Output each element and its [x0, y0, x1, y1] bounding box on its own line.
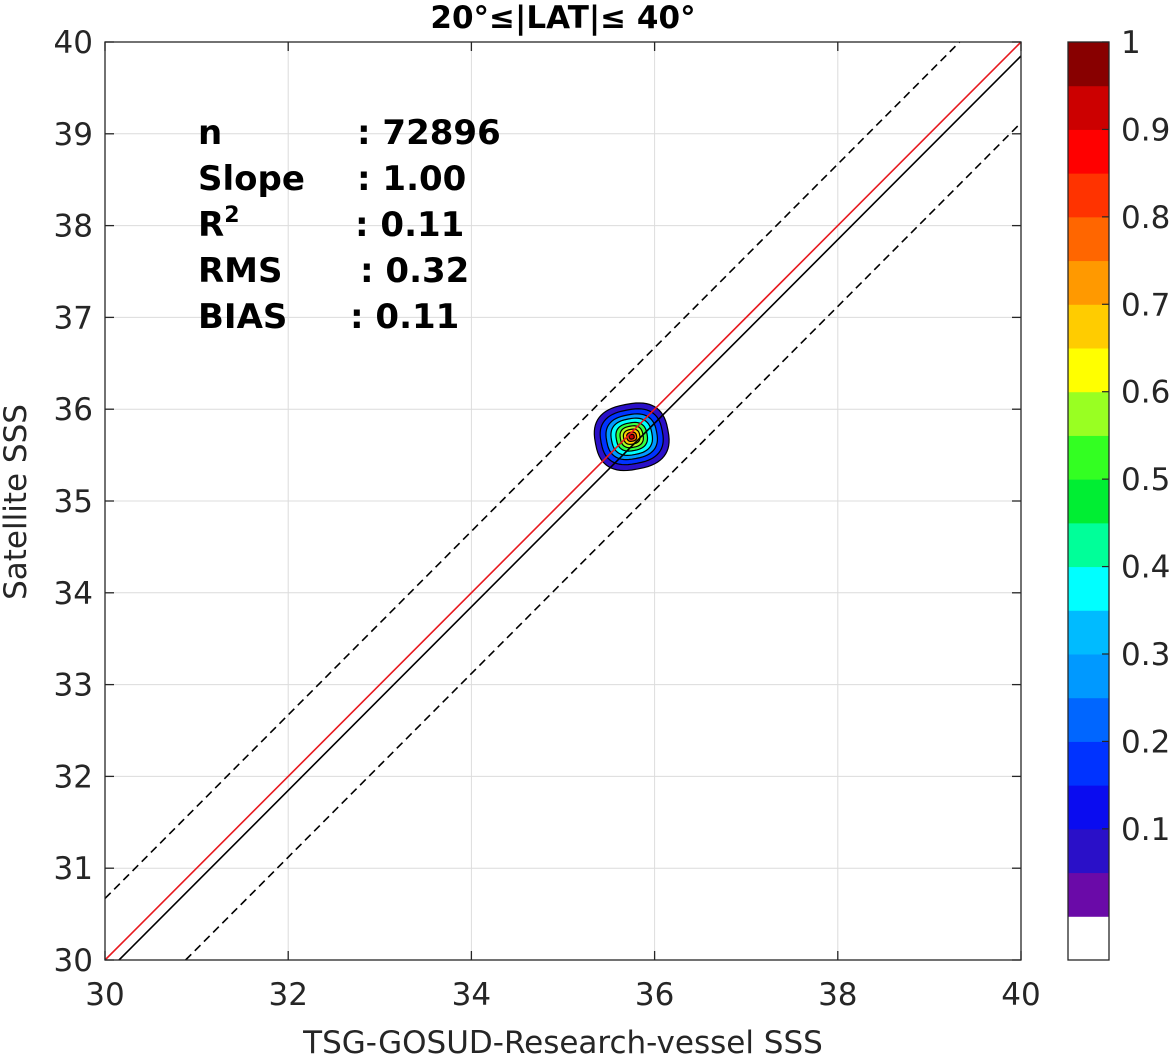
colorbar-tick-label: 0.2 — [1121, 724, 1170, 760]
stat-value: : 72896 — [357, 113, 501, 153]
stat-label: n — [198, 113, 222, 153]
density-contours — [593, 402, 670, 472]
colorbar-segment — [1068, 216, 1109, 262]
colorbar-segment — [1068, 610, 1109, 655]
y-tick-label: 34 — [54, 576, 93, 612]
colorbar-tick-label: 0.9 — [1121, 112, 1170, 148]
y-tick-label: 30 — [54, 943, 93, 979]
stats-box: n : 72896 Slope : 1.00 R2 : 0.11 RMS : 0.32 BIAS… — [198, 113, 501, 337]
colorbar-segment — [1068, 85, 1109, 130]
y-tick-label: 33 — [54, 668, 93, 704]
y-tick-label: 35 — [54, 484, 93, 520]
y-tick-label: 37 — [54, 300, 93, 336]
stat-label: RMS — [198, 251, 283, 291]
colorbar: 0.1 0.2 0.3 0.4 0.5 0.6 0.7 0.8 0.9 1 — [1067, 25, 1170, 961]
regression-line — [104, 41, 1022, 961]
colorbar-segment — [1068, 916, 1109, 961]
one-to-one-line — [118, 55, 1022, 961]
stat-label: R2 — [198, 203, 240, 245]
colorbar-tick-label: 0.4 — [1121, 550, 1170, 586]
colorbar-segment — [1068, 741, 1109, 786]
stat-value: : 0.11 — [355, 205, 464, 245]
x-tick-label: 36 — [635, 977, 674, 1013]
colorbar-frame — [1067, 41, 1110, 961]
colorbar-tick-label: 0.1 — [1121, 812, 1170, 848]
reference-lines — [104, 41, 1022, 961]
x-tick-label: 34 — [452, 977, 491, 1013]
colorbar-tick-label: 0.3 — [1121, 637, 1170, 673]
colorbar-segment — [1068, 479, 1109, 524]
colorbar-segment — [1068, 785, 1109, 830]
colorbar-tick-label: 0.6 — [1121, 375, 1170, 411]
colorbar-segment — [1068, 173, 1109, 218]
colorbar-segment — [1068, 391, 1109, 436]
contour-level — [628, 433, 635, 440]
lower-bound-line — [185, 122, 1022, 961]
colorbar-segment — [1068, 42, 1109, 87]
colorbar-segment — [1068, 435, 1109, 480]
x-tick-label: 40 — [1001, 977, 1040, 1013]
stat-value: : 0.32 — [360, 251, 469, 291]
stat-value: : 1.00 — [357, 159, 466, 199]
colorbar-segment — [1068, 522, 1109, 568]
colorbar-segment — [1068, 348, 1109, 393]
y-tick-label: 31 — [54, 851, 93, 887]
colorbar-tick-label: 0.7 — [1121, 287, 1170, 323]
colorbar-segment — [1068, 304, 1109, 349]
x-tick-label: 32 — [268, 977, 307, 1013]
colorbar-segment — [1068, 872, 1109, 917]
x-axis-ticks: 30 32 34 36 38 40 — [85, 42, 1041, 1013]
chart-title: 20°≤|LAT|≤ 40° — [430, 0, 695, 36]
y-tick-label: 32 — [54, 759, 93, 795]
stat-value: : 0.11 — [350, 297, 459, 337]
y-tick-label: 39 — [54, 117, 93, 153]
x-tick-label: 38 — [818, 977, 857, 1013]
x-tick-label: 30 — [85, 977, 124, 1013]
x-axis-label: TSG-GOSUD-Research-vessel SSS — [302, 1025, 823, 1055]
colorbar-segment — [1068, 566, 1109, 611]
upper-bound-line — [104, 41, 961, 900]
y-tick-label: 40 — [54, 25, 93, 61]
stat-label: BIAS — [198, 297, 287, 337]
y-axis-label: Satellite SSS — [0, 404, 34, 600]
y-tick-label: 38 — [54, 209, 93, 245]
stat-label: Slope — [198, 159, 305, 199]
y-tick-label: 36 — [54, 392, 93, 428]
colorbar-tick-label: 0.8 — [1121, 200, 1170, 236]
colorbar-segment — [1068, 697, 1109, 742]
colorbar-tick-label: 1 — [1121, 25, 1141, 61]
colorbar-segment — [1068, 129, 1109, 174]
colorbar-tick-label: 0.5 — [1121, 462, 1170, 498]
y-axis-ticks: 30 31 32 33 34 35 36 37 38 39 40 — [54, 25, 1021, 979]
colorbar-segment — [1068, 654, 1109, 699]
colorbar-segment — [1068, 260, 1109, 305]
colorbar-segment — [1068, 828, 1109, 874]
